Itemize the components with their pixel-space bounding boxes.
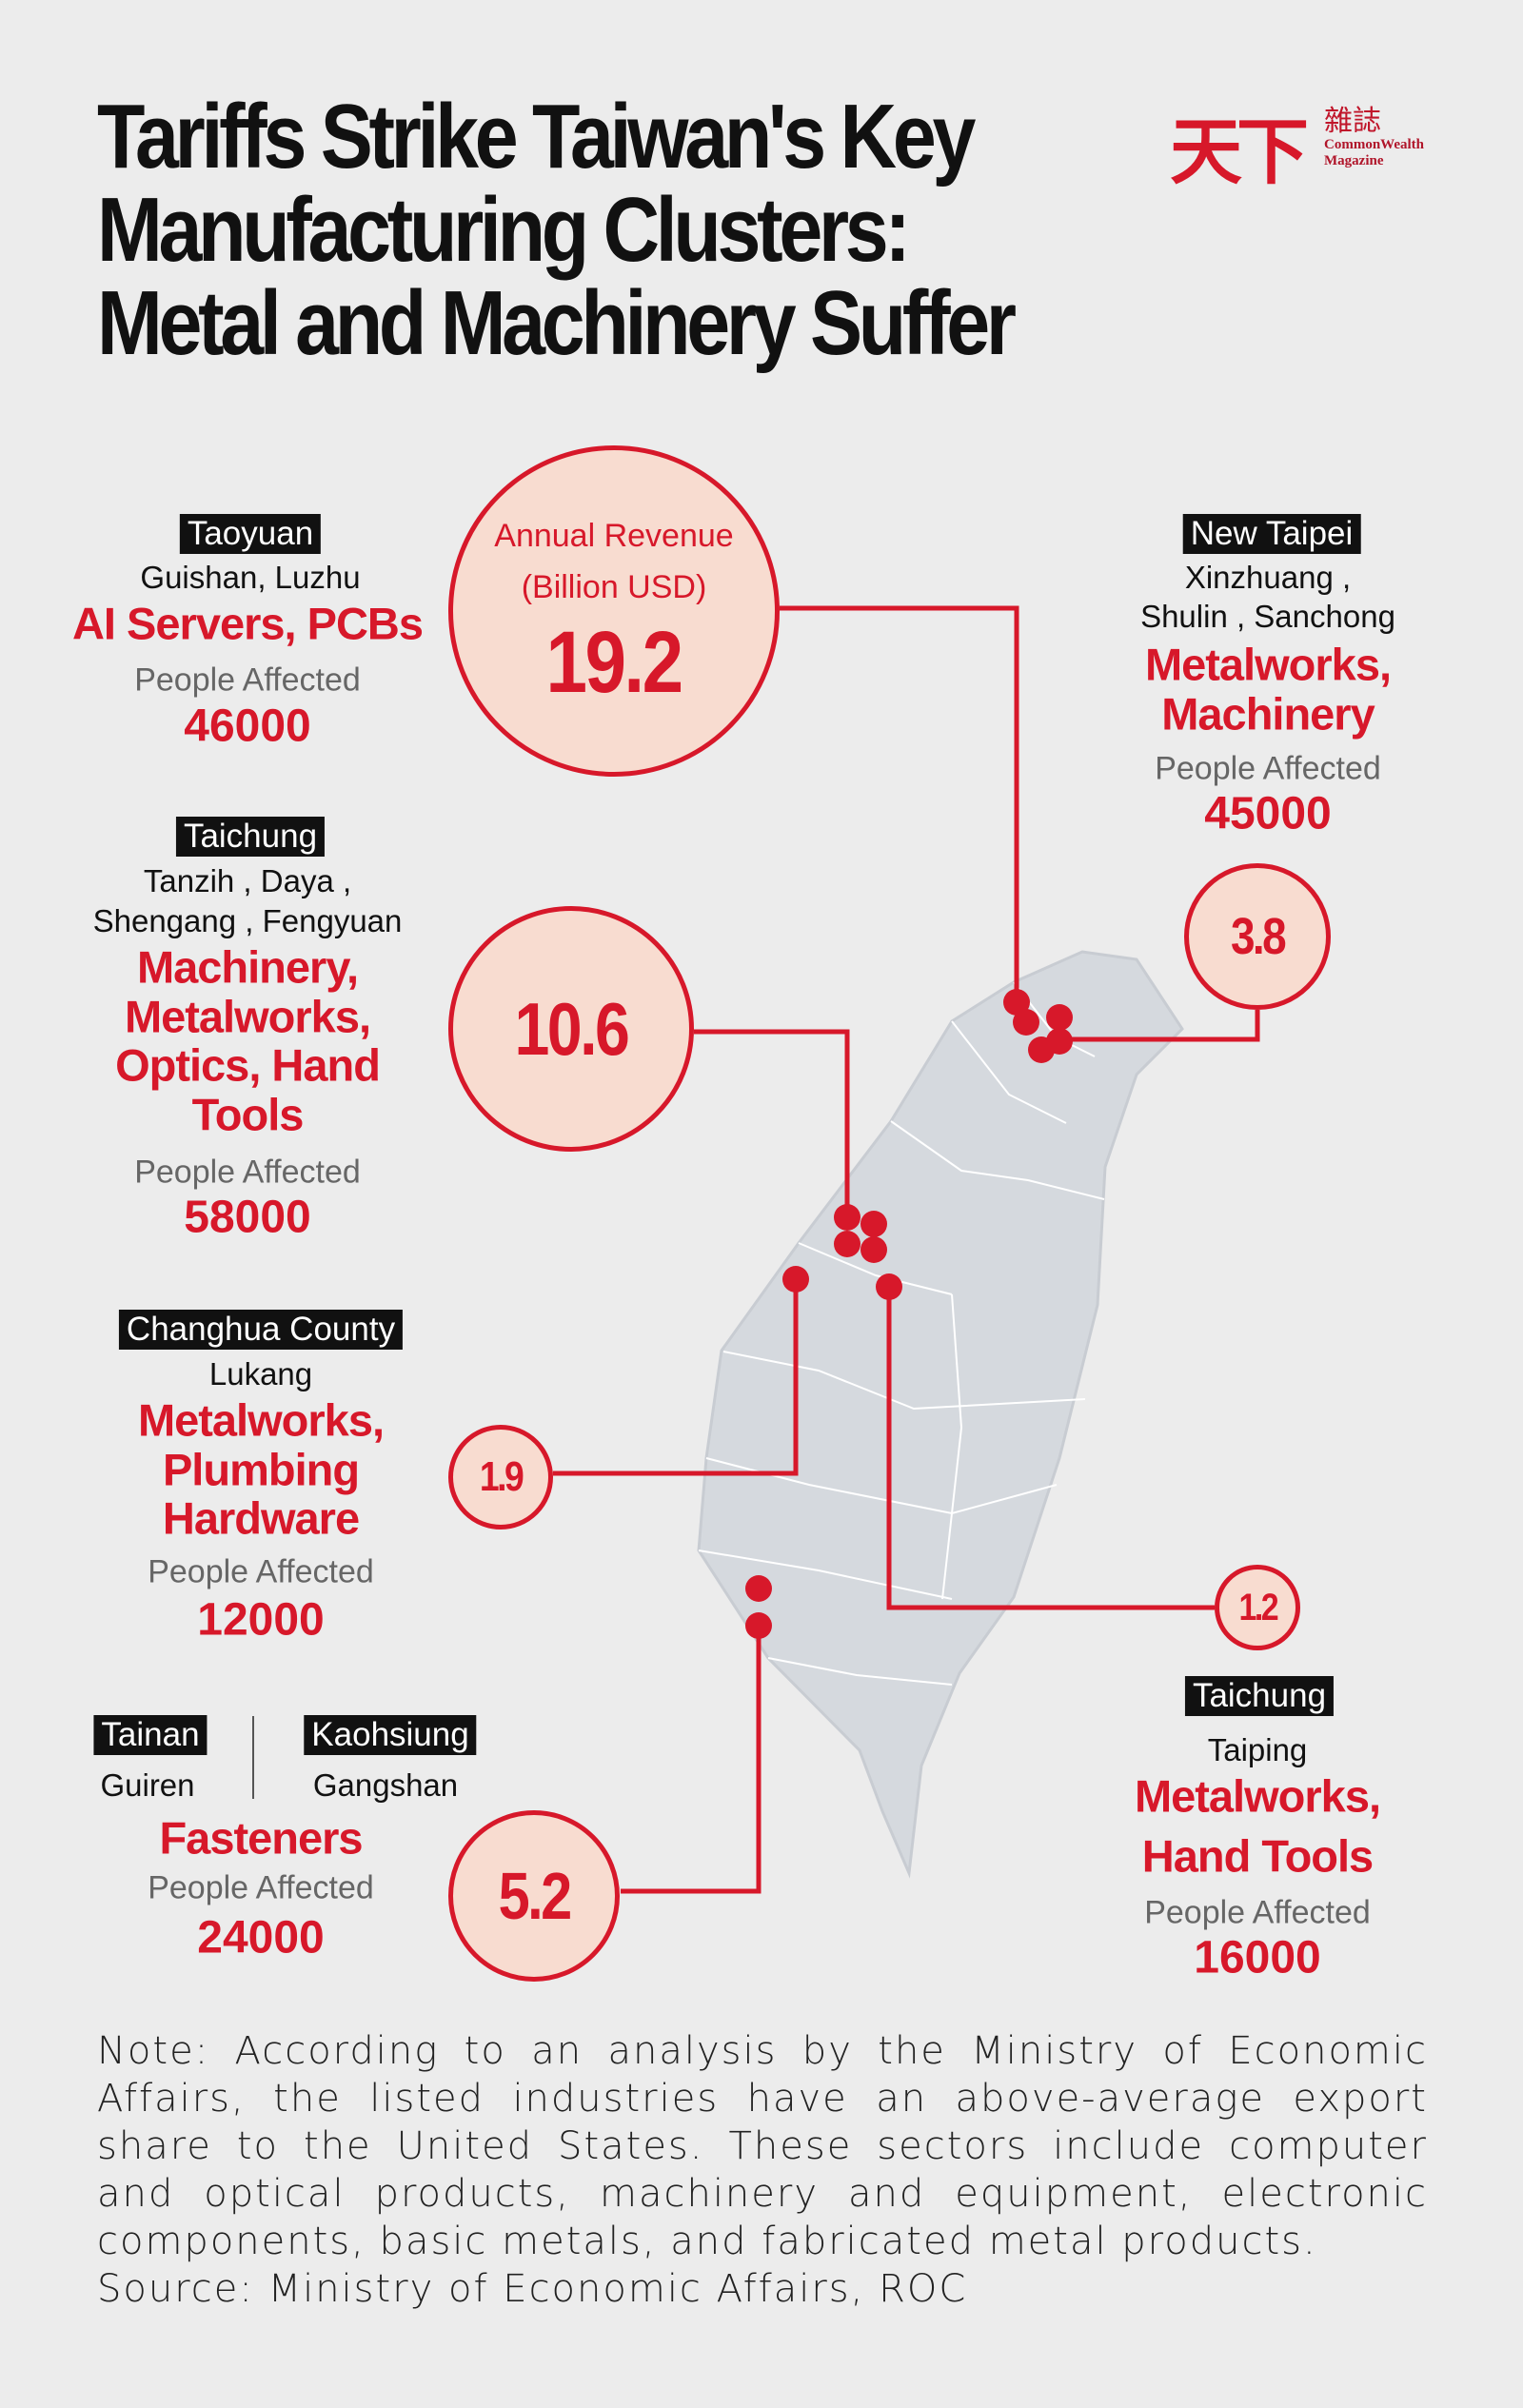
revenue-value: 1.2 [1238, 1586, 1278, 1628]
city-tag: New Taipei [1182, 514, 1361, 554]
people-count: 12000 [197, 1594, 325, 1646]
industries: Optics, Hand [115, 1039, 381, 1091]
footnote: Note: According to an analysis by the Mi… [97, 2027, 1428, 2313]
people-count: 16000 [1194, 1932, 1321, 1984]
revenue-value: 1.9 [479, 1453, 524, 1500]
people-label: People Affected [134, 1154, 361, 1191]
districts: Guiren [100, 1767, 195, 1803]
industries: Metalworks, [137, 1394, 385, 1446]
industries: Metalworks, [1144, 639, 1392, 690]
districts: Tanzih , Daya , [143, 863, 352, 898]
logo-chinese: 天下 [1170, 109, 1309, 194]
districts: Gangshan [312, 1767, 459, 1803]
people-label: People Affected [1144, 1894, 1371, 1931]
people-label: People Affected [148, 1869, 374, 1906]
source-text: Source: Ministry of Economic Affairs, RO… [97, 2267, 968, 2311]
city-tag: Taichung [175, 817, 326, 857]
county-borders [698, 981, 1105, 1686]
title-line: Manufacturing Clusters: [97, 179, 911, 281]
title-line: Tariffs Strike Taiwan's Key [97, 86, 976, 188]
logo-english: CommonWealth Magazine [1324, 137, 1424, 168]
revenue-label: Annual Revenue [494, 517, 734, 554]
industries: Plumbing [162, 1444, 360, 1495]
districts: Guishan, Luzhu [140, 560, 361, 595]
location-dots [745, 989, 1073, 1639]
people-count: 24000 [197, 1912, 325, 1964]
revenue-unit: (Billion USD) [521, 568, 707, 605]
city-tag-tainan: Tainan [93, 1715, 208, 1755]
note-text: Note: According to an analysis by the Mi… [97, 2029, 1428, 2263]
revenue-value: 5.2 [498, 1859, 572, 1933]
people-count: 46000 [184, 701, 311, 752]
revenue-value: 19.2 [545, 613, 684, 711]
industries: Metalworks, [124, 991, 371, 1042]
districts: Shengang , Fengyuan [92, 903, 403, 938]
revenue-circle-new-taipei: 3.8 [1184, 863, 1331, 1010]
city-tag: Changhua County [118, 1310, 404, 1350]
revenue-circle-tainan-kaohsiung: 5.2 [448, 1810, 620, 1982]
industries: Machinery, [136, 941, 359, 993]
people-label: People Affected [134, 661, 361, 699]
revenue-circle-taiping: 1.2 [1215, 1565, 1300, 1650]
commonwealth-logo: 天下 雜誌 CommonWealth Magazine [1170, 93, 1436, 194]
logo-chinese-small: 雜誌 [1324, 105, 1381, 138]
revenue-circle-taichung: 10.6 [448, 906, 694, 1152]
industries: Hardware [162, 1492, 360, 1544]
people-label: People Affected [1155, 750, 1381, 787]
people-count: 58000 [184, 1192, 311, 1243]
city-tag-kaohsiung: Kaohsiung [304, 1715, 477, 1755]
industries: Metalworks, [1134, 1770, 1381, 1822]
divider [252, 1716, 254, 1799]
industries: Hand Tools [1141, 1830, 1374, 1882]
title-line: Metal and Machinery Suffer [97, 272, 1017, 374]
industries: Fasteners [159, 1812, 363, 1864]
people-label: People Affected [148, 1553, 374, 1590]
revenue-value: 3.8 [1230, 908, 1287, 965]
connector-lines [553, 605, 1260, 1894]
industries: AI Servers, PCBs [71, 598, 424, 649]
city-tag: Taoyuan [179, 514, 322, 554]
districts: Taiping [1207, 1732, 1308, 1767]
industries: Tools [191, 1089, 305, 1140]
industries: Machinery [1161, 688, 1375, 740]
revenue-circle-taoyuan: Annual Revenue (Billion USD) 19.2 [448, 445, 780, 777]
districts: Lukang [208, 1356, 313, 1392]
page-title: Tariffs Strike Taiwan's Key Manufacturin… [97, 86, 1017, 374]
districts: Shulin , Sanchong [1140, 599, 1395, 634]
revenue-value: 10.6 [514, 986, 630, 1071]
revenue-circle-changhua: 1.9 [448, 1425, 553, 1530]
districts: Xinzhuang , [1184, 560, 1352, 595]
city-tag: Taichung [1184, 1676, 1335, 1716]
taiwan-outline [697, 950, 1184, 1879]
people-count: 45000 [1204, 788, 1332, 839]
